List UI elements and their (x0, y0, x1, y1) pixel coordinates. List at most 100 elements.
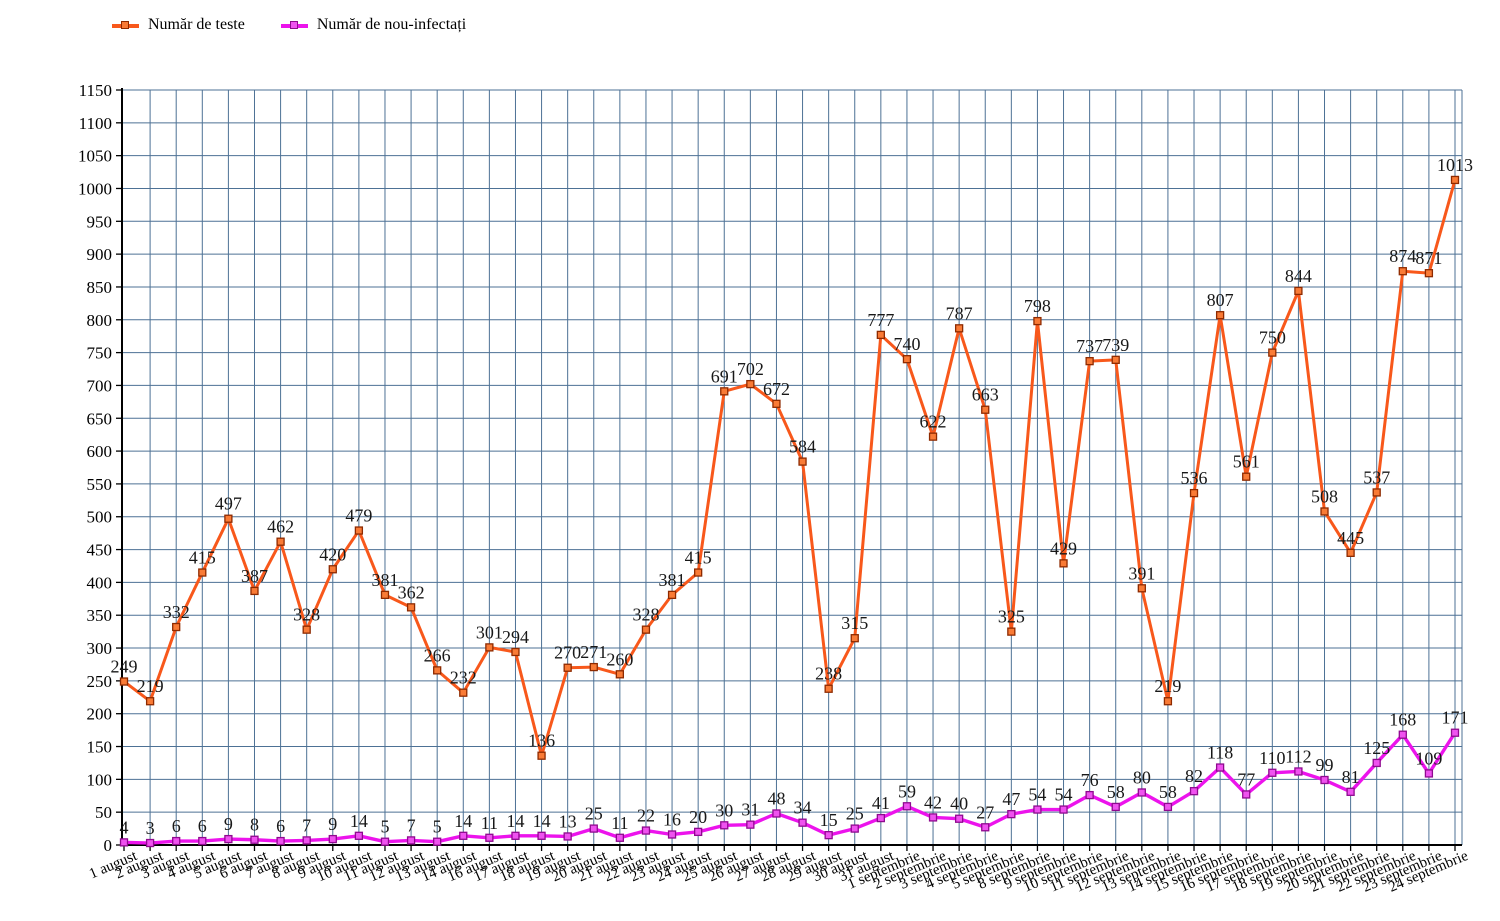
svg-text:168: 168 (1389, 710, 1416, 730)
svg-text:672: 672 (763, 379, 790, 399)
legend-marker-teste-icon (112, 20, 139, 30)
svg-text:6: 6 (276, 816, 285, 836)
svg-text:9: 9 (224, 814, 233, 834)
svg-text:844: 844 (1285, 266, 1312, 286)
svg-text:1150: 1150 (79, 81, 112, 100)
svg-text:400: 400 (87, 573, 113, 592)
svg-text:22: 22 (637, 806, 655, 826)
svg-text:112: 112 (1285, 746, 1311, 766)
svg-text:270: 270 (554, 643, 581, 663)
svg-text:54: 54 (1028, 785, 1046, 805)
svg-text:14: 14 (454, 811, 472, 831)
svg-text:622: 622 (920, 412, 947, 432)
svg-text:750: 750 (1259, 328, 1286, 348)
svg-text:445: 445 (1337, 528, 1364, 548)
svg-text:0: 0 (104, 836, 113, 855)
svg-text:561: 561 (1233, 452, 1260, 472)
svg-text:479: 479 (345, 506, 372, 526)
svg-text:537: 537 (1363, 467, 1390, 487)
series-teste (119, 175, 1460, 760)
legend: Număr de teste Număr de nou-infectați (112, 16, 466, 34)
svg-text:807: 807 (1207, 290, 1234, 310)
svg-text:125: 125 (1363, 738, 1390, 758)
svg-text:315: 315 (841, 613, 868, 633)
svg-text:99: 99 (1316, 755, 1334, 775)
svg-text:508: 508 (1311, 486, 1338, 506)
svg-text:100: 100 (87, 770, 113, 789)
y-axis-labels: 0 50 100 150 200 250 300 350 400 450 500 550 600 650 7… (78, 81, 112, 855)
svg-text:25: 25 (846, 804, 864, 824)
svg-text:420: 420 (319, 544, 346, 564)
svg-text:77: 77 (1237, 769, 1255, 789)
svg-text:391: 391 (1128, 563, 1155, 583)
svg-text:874: 874 (1389, 246, 1416, 266)
svg-text:740: 740 (893, 334, 920, 354)
svg-text:250: 250 (87, 672, 113, 691)
svg-text:16: 16 (663, 809, 681, 829)
svg-text:702: 702 (737, 359, 764, 379)
value-labels-infectati: 4 3 6 6 9 8 6 7 9 14 5 7 5 14 11 14 14 13 25 11 22 16 20 30 3148… (120, 708, 1469, 838)
svg-text:136: 136 (528, 731, 555, 751)
svg-text:1013: 1013 (1437, 155, 1473, 175)
svg-text:450: 450 (87, 541, 113, 560)
svg-text:14: 14 (350, 811, 368, 831)
svg-text:294: 294 (502, 627, 529, 647)
svg-text:415: 415 (189, 548, 216, 568)
legend-label-teste: Număr de teste (148, 16, 245, 33)
svg-text:59: 59 (898, 781, 916, 801)
svg-text:4: 4 (120, 817, 129, 837)
svg-text:550: 550 (87, 475, 113, 494)
svg-text:663: 663 (972, 385, 999, 405)
svg-text:300: 300 (87, 639, 113, 658)
svg-text:1000: 1000 (78, 179, 112, 198)
svg-text:462: 462 (267, 517, 294, 537)
svg-text:5: 5 (433, 817, 442, 837)
svg-text:34: 34 (794, 798, 812, 818)
svg-text:80: 80 (1133, 767, 1151, 787)
svg-text:150: 150 (87, 738, 113, 757)
svg-text:1050: 1050 (78, 147, 112, 166)
svg-text:600: 600 (87, 442, 113, 461)
svg-text:42: 42 (924, 792, 942, 812)
svg-text:260: 260 (606, 649, 633, 669)
svg-text:13: 13 (559, 811, 577, 831)
svg-text:15: 15 (820, 810, 838, 830)
svg-text:7: 7 (407, 815, 416, 835)
svg-text:381: 381 (371, 570, 398, 590)
svg-text:238: 238 (815, 664, 842, 684)
svg-text:41: 41 (872, 793, 890, 813)
svg-text:109: 109 (1415, 748, 1442, 768)
axes (116, 88, 1462, 851)
svg-text:362: 362 (398, 582, 425, 602)
svg-text:266: 266 (424, 645, 451, 665)
svg-text:787: 787 (946, 303, 973, 323)
svg-text:691: 691 (711, 366, 738, 386)
svg-text:20: 20 (689, 807, 707, 827)
svg-text:47: 47 (1002, 789, 1020, 809)
svg-text:325: 325 (998, 607, 1025, 627)
svg-text:81: 81 (1342, 767, 1360, 787)
svg-text:232: 232 (450, 668, 477, 688)
svg-text:54: 54 (1055, 785, 1073, 805)
svg-text:497: 497 (215, 494, 242, 514)
svg-text:249: 249 (111, 657, 138, 677)
svg-text:58: 58 (1107, 782, 1125, 802)
svg-text:900: 900 (87, 245, 113, 264)
svg-text:584: 584 (789, 437, 816, 457)
svg-text:328: 328 (632, 605, 659, 625)
svg-text:7: 7 (302, 815, 311, 835)
svg-text:11: 11 (481, 813, 498, 833)
svg-text:350: 350 (87, 606, 113, 625)
value-labels-teste: 2492193324154973874623284204793813622662… (111, 155, 1474, 751)
svg-text:6: 6 (198, 816, 207, 836)
svg-text:58: 58 (1159, 782, 1177, 802)
svg-text:11: 11 (611, 813, 628, 833)
svg-text:737: 737 (1076, 336, 1103, 356)
svg-text:850: 850 (87, 278, 113, 297)
legend-item-infectati: Număr de nou-infectați (280, 16, 466, 34)
svg-text:8: 8 (250, 815, 259, 835)
gridlines (122, 89, 1463, 845)
